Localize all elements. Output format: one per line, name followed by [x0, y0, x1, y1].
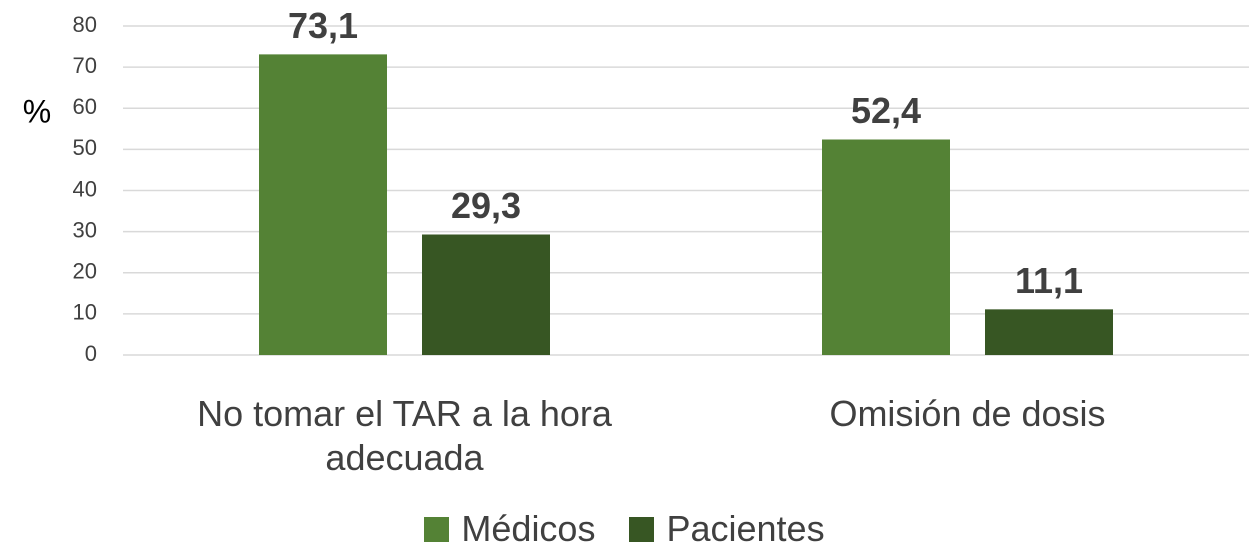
y-tick-label: 40 — [73, 176, 97, 201]
y-tick-label: 30 — [73, 217, 97, 242]
y-tick-label: 60 — [73, 94, 97, 119]
bar — [422, 234, 550, 355]
legend-swatch — [629, 516, 655, 542]
y-tick-label: 80 — [73, 12, 97, 37]
x-tick-label: No tomar el TAR a la hora adecuada — [197, 393, 612, 478]
legend-item: Pacientes — [629, 508, 825, 548]
y-tick-label: 10 — [73, 300, 97, 325]
legend-swatch — [424, 516, 450, 542]
y-tick-label: 50 — [73, 135, 97, 160]
legend-label: Médicos — [461, 508, 596, 548]
bar — [822, 139, 950, 355]
legend-item: Médicos — [424, 508, 595, 548]
y-axis-label: % — [23, 93, 51, 129]
y-tick-label: 20 — [73, 259, 97, 284]
data-label: 52,4 — [851, 90, 921, 131]
legend: Médicos Pacientes — [0, 508, 1249, 548]
legend-label: Pacientes — [666, 508, 825, 548]
data-label: 29,3 — [451, 185, 521, 226]
bar — [985, 309, 1113, 355]
data-label: 11,1 — [1015, 260, 1083, 301]
x-tick-label: Omisión de dosis — [829, 393, 1106, 434]
y-tick-label: 70 — [73, 53, 97, 78]
data-label: 73,1 — [288, 5, 358, 46]
bar — [259, 54, 387, 355]
y-tick-label: 0 — [85, 341, 97, 366]
